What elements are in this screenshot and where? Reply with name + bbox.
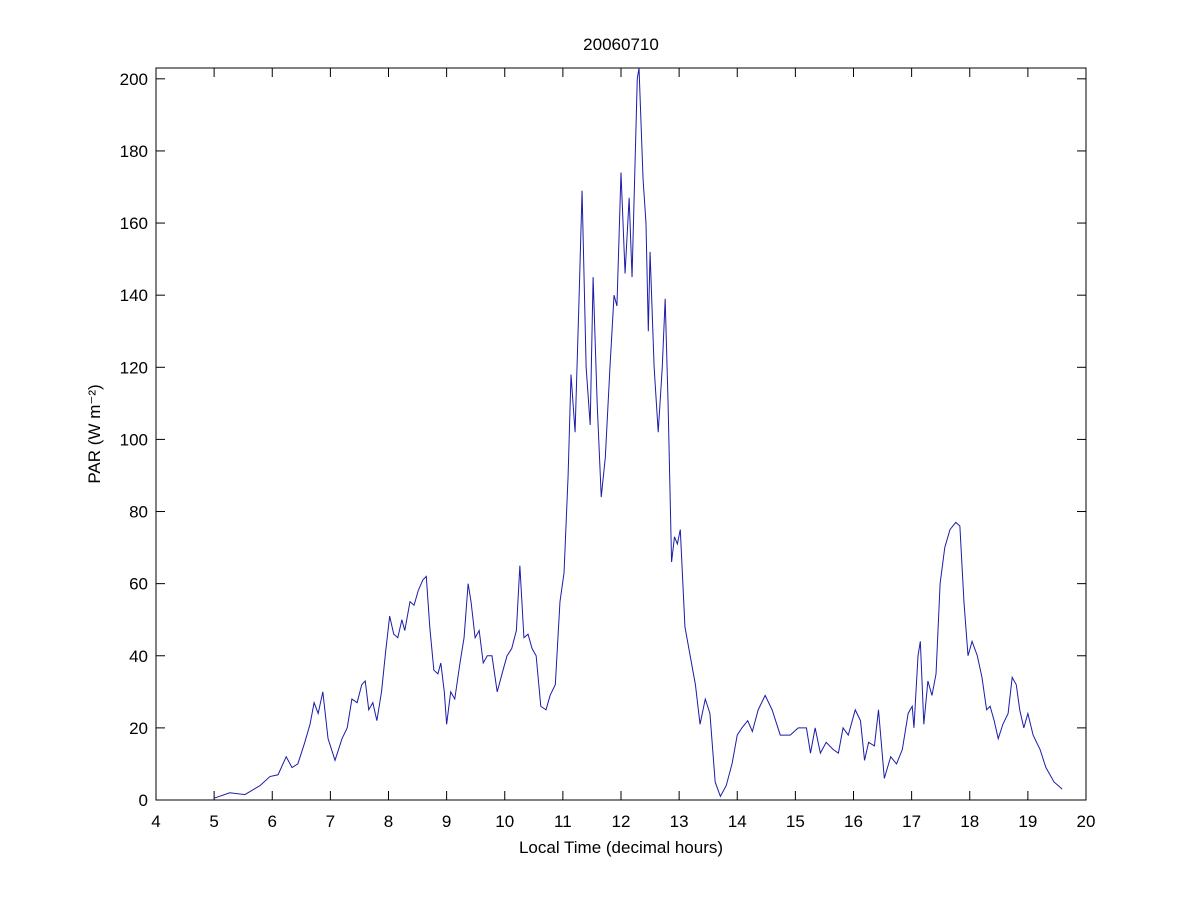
x-tick-label: 8 (384, 812, 393, 831)
x-tick-label: 9 (442, 812, 451, 831)
x-tick-label: 5 (209, 812, 218, 831)
y-tick-label: 200 (120, 70, 148, 89)
x-tick-label: 18 (960, 812, 979, 831)
y-tick-label: 160 (120, 214, 148, 233)
x-tick-label: 17 (902, 812, 921, 831)
x-tick-label: 12 (612, 812, 631, 831)
y-tick-label: 60 (129, 575, 148, 594)
y-tick-label: 40 (129, 647, 148, 666)
x-tick-label: 6 (268, 812, 277, 831)
plot-box (155, 67, 1087, 801)
chart-title: 20060710 (583, 35, 659, 54)
data-line (213, 67, 1063, 799)
y-tick-label: 180 (120, 142, 148, 161)
y-tick-label: 0 (139, 791, 148, 810)
x-tick-label: 20 (1077, 812, 1096, 831)
x-tick-label: 13 (670, 812, 689, 831)
y-tick-label: 80 (129, 503, 148, 522)
x-tick-label: 15 (786, 812, 805, 831)
y-tick-label: 140 (120, 286, 148, 305)
x-tick-label: 14 (728, 812, 747, 831)
x-tick-label: 4 (151, 812, 160, 831)
y-tick-label: 120 (120, 358, 148, 377)
x-tick-label: 7 (326, 812, 335, 831)
x-tick-label: 16 (844, 812, 863, 831)
x-tick-label: 19 (1018, 812, 1037, 831)
x-axis-label: Local Time (decimal hours) (519, 838, 723, 857)
y-axis-label: PAR (W m⁻²) (85, 384, 104, 483)
x-tick-label: 11 (554, 812, 572, 831)
x-tick-label: 10 (495, 812, 514, 831)
y-tick-label: 20 (129, 719, 148, 738)
y-tick-label: 100 (120, 430, 148, 449)
